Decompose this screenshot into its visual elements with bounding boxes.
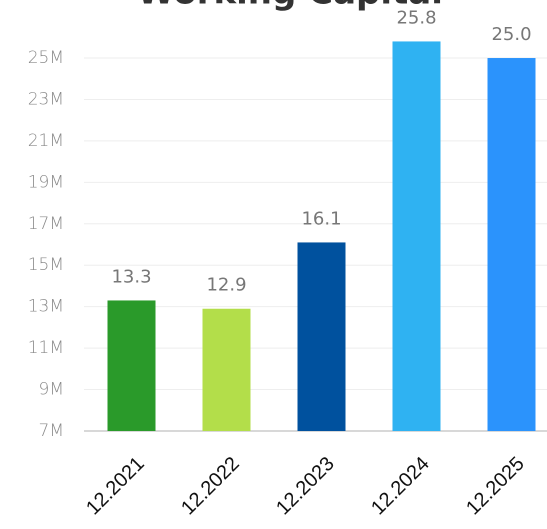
value-label: 13.3	[111, 266, 151, 287]
y-tick-label: 13M	[28, 297, 64, 317]
x-tick-label: 12.2024	[367, 453, 434, 520]
value-label: 12.9	[206, 275, 246, 296]
y-tick-label: 23M	[28, 89, 64, 109]
y-tick-label: 17M	[28, 214, 64, 234]
x-tick-label: 12.2022	[177, 453, 244, 520]
y-tick-label: 25M	[28, 48, 64, 68]
y-tick-label: 11M	[28, 338, 64, 358]
x-tick-label: 12.2021	[82, 453, 149, 520]
y-tick-label: 7M	[39, 421, 64, 441]
y-tick-label: 15M	[28, 255, 64, 275]
bar	[392, 41, 441, 431]
x-tick-label: 12.2023	[272, 453, 339, 520]
y-tick-label: 21M	[28, 131, 64, 151]
x-tick-label: 12.2025	[462, 453, 529, 520]
value-label: 16.1	[301, 208, 341, 229]
bar	[107, 300, 156, 431]
y-tick-label: 9M	[39, 380, 64, 400]
bar	[297, 242, 346, 431]
y-tick-label: 19M	[28, 172, 64, 192]
value-label: 25.8	[396, 7, 436, 28]
bar	[202, 308, 251, 431]
value-label: 25.0	[491, 24, 531, 45]
chart-title: Working Capital	[137, 0, 443, 13]
bar	[487, 58, 536, 431]
